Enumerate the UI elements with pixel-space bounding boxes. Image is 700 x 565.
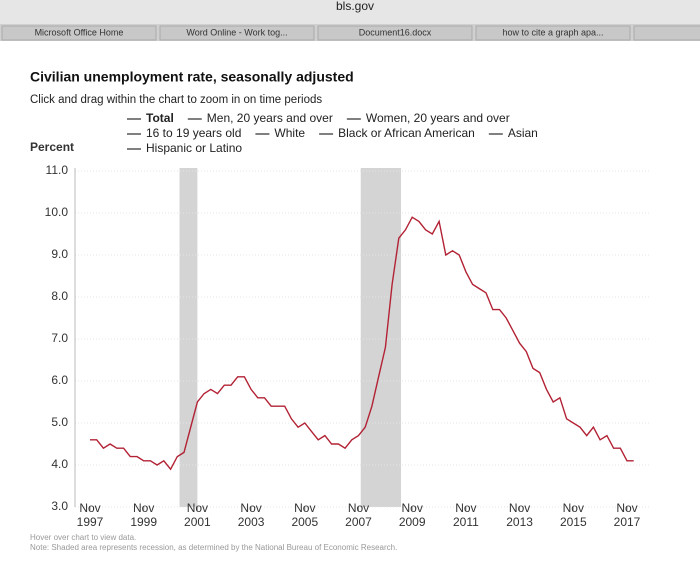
x-tick-label: Nov 1997 — [76, 501, 104, 529]
y-tick-label: 11.0 — [46, 163, 69, 177]
legend-label[interactable]: 16 to 19 years old — [146, 126, 241, 140]
tab-label[interactable]: Microsoft Office Home — [35, 27, 124, 37]
y-axis-title: Percent — [30, 140, 74, 154]
legend-label[interactable]: Black or African American — [338, 126, 475, 140]
legend-label[interactable]: Hispanic or Latino — [146, 141, 242, 155]
tab-label[interactable]: Word Online - Work tog... — [186, 27, 287, 37]
x-tick-label: Nov 2003 — [237, 501, 265, 529]
legend-label[interactable]: Asian — [508, 126, 538, 140]
y-tick-label: 10.0 — [45, 205, 69, 219]
y-tick-label: 6.0 — [51, 373, 68, 387]
recession-band — [179, 168, 198, 507]
x-tick-label: Nov 2011 — [452, 501, 479, 529]
data-line — [90, 216, 634, 471]
tab-label[interactable]: Document16.docx — [359, 27, 432, 37]
y-tick-label: 4.0 — [51, 457, 68, 471]
chart-subtitle: Click and drag within the chart to zoom … — [30, 94, 322, 106]
y-tick-label: 8.0 — [51, 289, 68, 303]
tab[interactable] — [159, 25, 315, 41]
tab-label[interactable]: how to cite a graph apa... — [502, 27, 603, 37]
legend-label[interactable]: Women, 20 years and over — [366, 111, 510, 125]
x-tick-label: Nov 2013 — [506, 501, 533, 529]
tab[interactable] — [475, 25, 631, 41]
tab[interactable] — [633, 25, 700, 41]
x-tick-label: Nov 1999 — [130, 501, 158, 529]
chart-title: Civilian unemployment rate, seasonally a… — [30, 69, 354, 85]
legend-label[interactable]: Total — [146, 111, 174, 125]
x-tick-label: Nov 2009 — [398, 501, 426, 529]
url[interactable]: bls.gov — [336, 0, 374, 13]
x-tick-label: Nov 2007 — [345, 501, 372, 529]
address-bar — [0, 0, 700, 24]
x-tick-label: Nov 2015 — [559, 501, 587, 529]
tab[interactable] — [317, 25, 473, 41]
x-tick-label: Nov 2005 — [291, 501, 319, 529]
note: Note: Shaded area represents recession, … — [30, 543, 397, 552]
x-tick-label: Nov 2001 — [184, 501, 211, 529]
y-tick-label: 9.0 — [51, 247, 68, 261]
legend-label[interactable]: Men, 20 years and over — [207, 111, 333, 125]
y-tick-label: 7.0 — [51, 331, 68, 345]
y-tick-label: 5.0 — [51, 415, 68, 429]
x-tick-label: Nov 2017 — [613, 501, 641, 529]
tab[interactable] — [1, 25, 157, 41]
y-tick-label: 3.0 — [51, 499, 68, 513]
recession-band — [360, 168, 402, 507]
note: Hover over chart to view data. — [30, 533, 136, 542]
legend-label[interactable]: White — [274, 126, 305, 140]
